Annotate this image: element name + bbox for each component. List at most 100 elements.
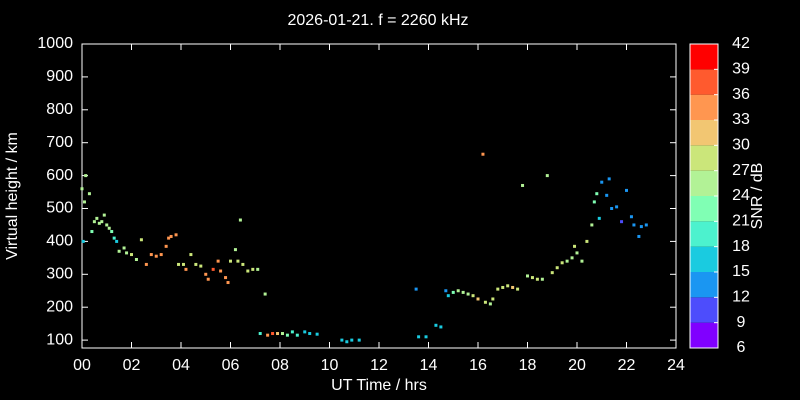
colorbar-tick-label: 12 <box>732 289 750 306</box>
colorbar-tick-label: 24 <box>732 187 750 204</box>
colorbar-band <box>690 120 718 146</box>
colorbar-tick-label: 9 <box>737 314 746 331</box>
data-point <box>545 174 549 178</box>
data-point <box>451 290 455 294</box>
data-point <box>491 297 495 301</box>
data-point <box>570 256 574 260</box>
data-point <box>592 200 596 204</box>
colorbar-tick-label: 36 <box>732 86 750 103</box>
data-point <box>605 193 609 197</box>
data-point <box>229 259 232 263</box>
colorbar-tick-label: 39 <box>732 61 750 78</box>
data-point <box>139 238 143 242</box>
data-point <box>181 262 185 266</box>
data-point <box>107 226 111 230</box>
data-point <box>607 177 611 181</box>
data-point <box>580 259 584 263</box>
x-tick-label: 10 <box>321 357 339 374</box>
y-tick-label: 600 <box>46 167 73 184</box>
colorbar-tick-label: 33 <box>732 111 750 128</box>
data-point <box>456 289 460 293</box>
data-point <box>444 289 448 293</box>
data-point <box>110 230 114 234</box>
data-point <box>610 207 614 211</box>
data-point <box>597 216 601 220</box>
data-point <box>285 333 289 337</box>
data-point <box>629 215 633 219</box>
data-point <box>488 302 492 306</box>
colorbar-tick-label: 30 <box>732 137 750 154</box>
data-point <box>620 220 624 224</box>
data-point <box>350 338 354 342</box>
data-point <box>258 332 262 336</box>
data-point <box>194 262 198 266</box>
data-point <box>357 338 361 342</box>
data-point <box>204 272 208 276</box>
data-point <box>251 267 255 271</box>
data-point <box>159 253 163 257</box>
data-point <box>164 244 168 248</box>
data-point <box>526 274 529 278</box>
data-point <box>511 285 515 289</box>
data-point <box>177 262 181 266</box>
data-point <box>315 332 319 336</box>
data-point <box>100 220 104 224</box>
data-point <box>226 281 230 285</box>
data-point <box>112 236 116 240</box>
x-tick-label: 14 <box>420 357 438 374</box>
x-tick-label: 00 <box>73 357 91 374</box>
x-tick-label: 08 <box>271 357 289 374</box>
data-point <box>233 248 237 252</box>
data-point <box>211 267 215 271</box>
data-point <box>236 259 240 263</box>
y-tick-label: 900 <box>46 68 73 85</box>
data-point <box>280 332 284 336</box>
y-tick-label: 100 <box>46 331 73 348</box>
data-point <box>84 174 88 178</box>
data-point <box>625 188 628 192</box>
data-point <box>154 254 158 258</box>
y-axis-label: Virtual height / km <box>4 132 21 260</box>
colorbar-band <box>690 246 718 272</box>
data-point <box>340 338 344 342</box>
data-point <box>102 213 106 217</box>
data-point <box>530 276 534 280</box>
data-point <box>295 333 299 337</box>
colorbar-tick-label: 18 <box>732 238 750 255</box>
colorbar-tick-label: 42 <box>732 35 750 52</box>
data-point <box>82 200 86 204</box>
data-point <box>471 294 475 298</box>
data-point <box>130 253 133 257</box>
data-point <box>632 223 636 227</box>
data-point <box>95 216 99 220</box>
data-point <box>501 285 505 289</box>
data-point <box>308 332 312 336</box>
data-point <box>189 253 193 257</box>
data-point <box>516 287 520 291</box>
data-point <box>206 277 210 281</box>
colorbar-band <box>690 170 718 196</box>
data-point <box>97 221 101 225</box>
data-point <box>122 246 126 250</box>
data-point <box>639 225 643 229</box>
data-point <box>115 239 119 243</box>
data-point <box>483 300 487 304</box>
colorbar-tick-label: 21 <box>732 213 750 230</box>
colorbar-band <box>690 297 718 323</box>
colorbar-band <box>690 272 718 298</box>
data-point <box>144 262 148 266</box>
data-point <box>105 223 109 227</box>
x-tick-label: 18 <box>519 357 537 374</box>
data-point <box>90 230 94 234</box>
data-point <box>439 325 443 329</box>
colorbar-band <box>690 94 718 120</box>
data-point <box>224 276 228 280</box>
data-point <box>290 330 294 334</box>
x-tick-label: 20 <box>568 357 586 374</box>
data-point <box>414 287 418 291</box>
x-tick-label: 24 <box>667 357 685 374</box>
data-point <box>476 297 480 301</box>
data-point <box>216 259 220 263</box>
